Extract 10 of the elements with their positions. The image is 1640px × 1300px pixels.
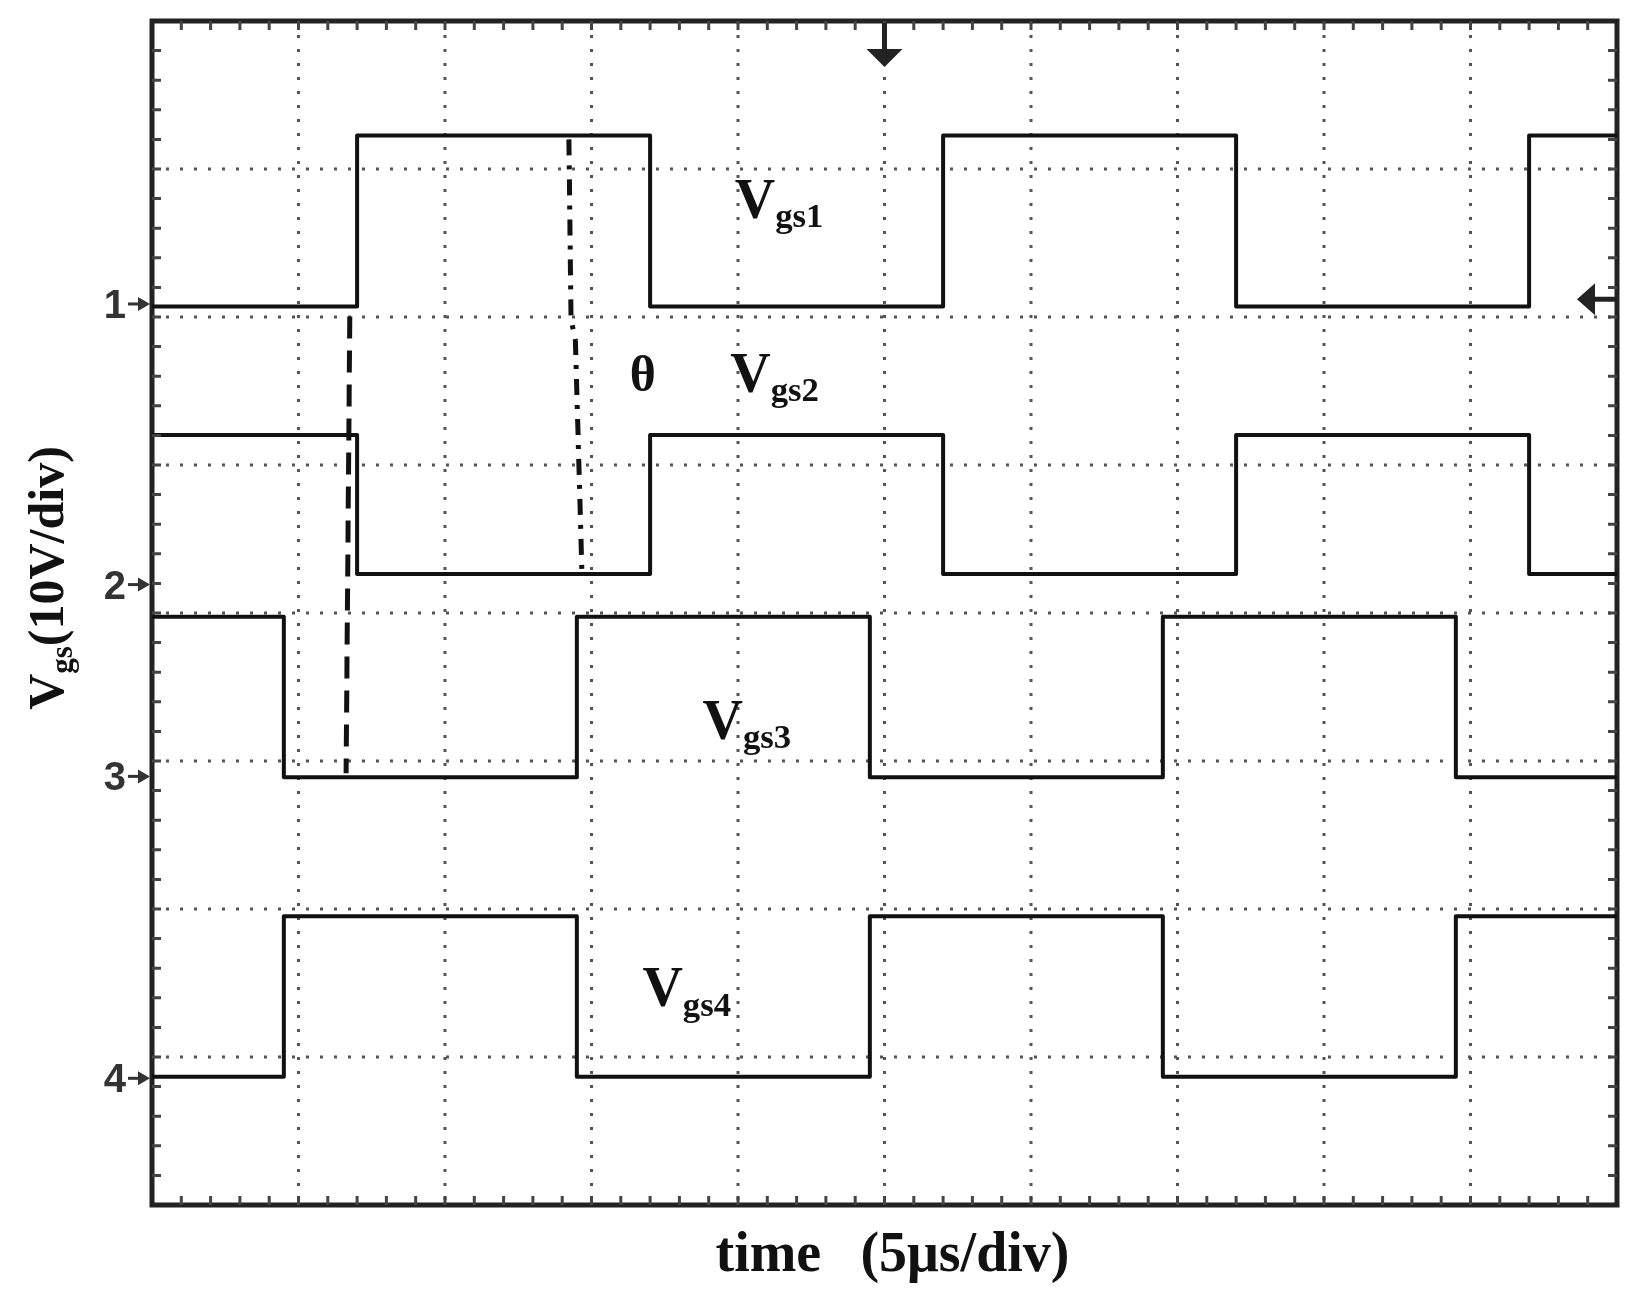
text: 2 xyxy=(103,562,126,607)
series-label: V$_{gs1}$ xyxy=(734,167,824,236)
x-axis-title: time (5μs/div) xyxy=(715,1221,1070,1283)
text: 1 xyxy=(103,281,126,326)
series-label: V$_{gs3}$ xyxy=(702,688,792,757)
text: 4 xyxy=(103,1056,126,1101)
annotation: θ xyxy=(629,345,656,402)
series-label: V$_{gs4}$ xyxy=(642,956,732,1024)
text: 3 xyxy=(103,754,126,799)
series-label: V$_{gs2}$ xyxy=(730,341,819,410)
